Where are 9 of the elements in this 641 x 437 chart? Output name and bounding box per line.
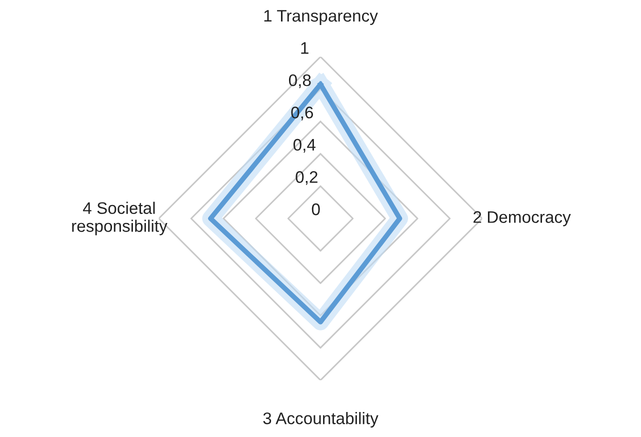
spoke-label: 3 Accountability — [263, 412, 378, 428]
spoke-label: 4 Societal responsibility — [72, 202, 168, 236]
y-tick-label: 0,2 — [296, 171, 318, 185]
y-tick-label: 1 — [301, 42, 308, 54]
y-tick-label: 0 — [312, 203, 320, 216]
y-tick-label: 0,4 — [293, 138, 316, 153]
y-tick-label: 0,8 — [288, 74, 311, 88]
spoke-label: 2 Democracy — [474, 211, 571, 226]
spoke-label: 1 Transparency — [264, 10, 378, 25]
